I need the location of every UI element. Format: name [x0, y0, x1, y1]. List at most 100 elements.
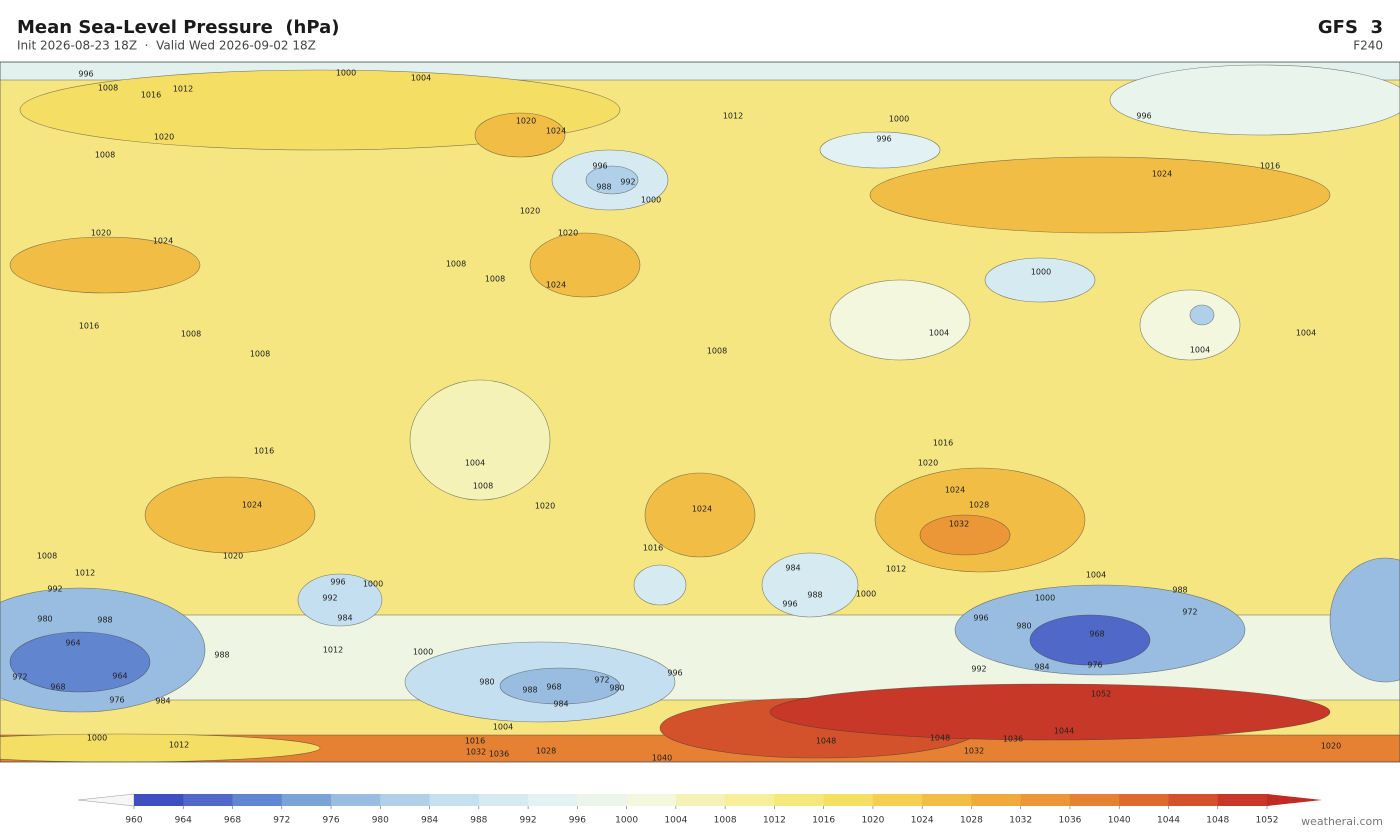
contour-label: 1036 [489, 750, 509, 759]
colorbar-segment [528, 794, 578, 806]
colorbar-tick-label: 1012 [763, 816, 786, 826]
colorbar-tick-label: 960 [125, 816, 142, 826]
contour-label: 1016 [1260, 162, 1280, 171]
contour-label: 1012 [323, 646, 343, 655]
contour-label: 1032 [466, 748, 486, 757]
contour-label: 1016 [254, 447, 274, 456]
model: GFS 3 [1318, 17, 1383, 38]
colorbar-segment [823, 794, 874, 806]
contour-label: 1016 [141, 91, 161, 100]
contour-label: 1020 [91, 229, 111, 238]
contour-label: 1020 [1321, 742, 1341, 751]
contour-label: 996 [330, 578, 345, 587]
contour-label: 1000 [363, 580, 383, 589]
contour-label: 1012 [886, 565, 906, 574]
colorbar-segment [971, 794, 1022, 806]
contour-label: 996 [782, 600, 797, 609]
contour-label: 984 [155, 697, 170, 706]
colorbar-segment [134, 794, 184, 806]
colorbar-segment [429, 794, 480, 806]
contour-label: 992 [971, 665, 986, 674]
colorbar-tick-label: 964 [175, 816, 192, 826]
colorbar-segment [281, 794, 332, 806]
contour-label: 1024 [1152, 170, 1172, 179]
contour-label: 1020 [520, 207, 540, 216]
contour-label: 1004 [411, 74, 431, 83]
colorbar-tick-label: 1000 [615, 816, 638, 826]
contour-label: 996 [78, 70, 93, 79]
colorbar-tick-label: 980 [372, 816, 389, 826]
contour-label: 1016 [465, 737, 485, 746]
contour-label: 984 [337, 614, 352, 623]
colorbar-segment [183, 794, 234, 806]
colorbar-segment [1020, 794, 1071, 806]
colorbar-tick-label: 1004 [664, 816, 687, 826]
contour-label: 1044 [1054, 727, 1074, 736]
forecast-hour: F240 [1353, 39, 1383, 53]
colorbar-over [1267, 794, 1322, 806]
contour-label: 980 [609, 684, 624, 693]
contour-label: 1028 [969, 501, 989, 510]
contour-label: 1004 [929, 329, 949, 338]
contour-label: 1008 [707, 347, 727, 356]
colorbar-segment [675, 794, 726, 806]
contour-label: 980 [37, 615, 52, 624]
colorbar-tick-label: 1048 [1206, 816, 1229, 826]
contour-label: 996 [1136, 112, 1151, 121]
contour-label: 984 [553, 700, 568, 709]
contour-label: 1008 [95, 151, 115, 160]
contour-label: 1024 [945, 486, 965, 495]
colorbar-segment [626, 794, 677, 806]
colorbar: 960 964 968 972 976 980 984 988 992 996 1000 1004 10… [77, 793, 1322, 826]
contour-label: 980 [1016, 622, 1031, 631]
contour-label: 1012 [169, 741, 189, 750]
colorbar-segment [1168, 794, 1219, 806]
contour-label: 1052 [1091, 690, 1111, 699]
contour-label: 1004 [493, 723, 513, 732]
contour-label: 964 [65, 639, 80, 648]
contour-label: 1000 [336, 69, 356, 78]
contour-labels: 996 1000 1004 1008 1016 1012 1020 1008 1020 1024 9… [12, 69, 1341, 763]
contour-label: 1012 [723, 112, 743, 121]
contour-label: 996 [973, 614, 988, 623]
contour-label: 1004 [1296, 329, 1316, 338]
contour-label: 972 [594, 676, 609, 685]
contour-label: 988 [596, 183, 611, 192]
colorbar-segment [380, 794, 431, 806]
colorbar-tick-label: 1008 [714, 816, 737, 826]
contour-label: 980 [479, 678, 494, 687]
contour-label: 984 [785, 564, 800, 573]
contour-label: 996 [592, 162, 607, 171]
contour-label: 968 [546, 683, 561, 692]
contour-label: 992 [322, 594, 337, 603]
colorbar-segment [232, 794, 283, 806]
contour-label: 1040 [652, 754, 672, 763]
contour-label: 1012 [173, 85, 193, 94]
contour-label: 1004 [1086, 571, 1106, 580]
contour-label: 1008 [473, 482, 493, 491]
colorbar-under [77, 793, 135, 807]
colorbar-tick-label: 1044 [1157, 816, 1180, 826]
colorbar-tick-label: 972 [273, 816, 290, 826]
colorbar-tick-label: 1040 [1108, 816, 1131, 826]
contour-label: 996 [667, 669, 682, 678]
contour-label: 968 [1089, 630, 1104, 639]
contour-label: 968 [50, 683, 65, 692]
colorbar-tick-label: 1020 [861, 816, 884, 826]
colorbar-tick-label: 1032 [1009, 816, 1032, 826]
contour-label: 1016 [79, 322, 99, 331]
contour-label: 1024 [153, 237, 173, 246]
contour-label: 972 [12, 673, 27, 682]
contour-label: 964 [112, 672, 127, 681]
contour-label: 1008 [250, 350, 270, 359]
contour-label: 1000 [641, 196, 661, 205]
contour-label: 1000 [856, 590, 876, 599]
contour-label: 984 [1034, 663, 1049, 672]
colorbar-tick-label: 976 [322, 816, 339, 826]
contour-label: 1008 [98, 84, 118, 93]
colorbar-tick-label: 1028 [960, 816, 983, 826]
title: Mean Sea-Level Pressure (hPa) [17, 17, 339, 38]
colorbar-segment [922, 794, 972, 806]
contour-label: 1020 [223, 552, 243, 561]
